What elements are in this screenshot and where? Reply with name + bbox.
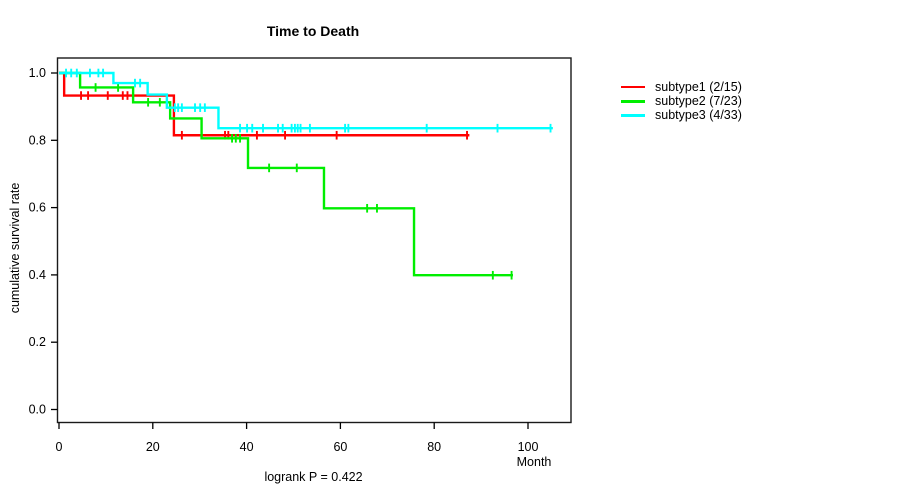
legend-line-subtype2 bbox=[621, 100, 645, 103]
legend-line-subtype1 bbox=[621, 85, 645, 89]
legend-label-subtype2: subtype2 (7/23) bbox=[655, 94, 742, 109]
legend-item-subtype3: subtype3 (4/33) bbox=[621, 108, 742, 122]
x-tick-label: 100 bbox=[518, 440, 539, 454]
y-tick-label: 1.0 bbox=[29, 66, 46, 80]
legend-item-subtype1: subtype1 (2/15) bbox=[621, 80, 742, 94]
legend: subtype1 (2/15) subtype2 (7/23) subtype3… bbox=[621, 80, 742, 123]
y-tick-label: 0.4 bbox=[29, 268, 46, 282]
x-tick-label: 0 bbox=[56, 440, 63, 454]
curve-subtype2 bbox=[59, 71, 513, 277]
y-tick-label: 0.0 bbox=[29, 403, 46, 417]
x-axis-label: Month bbox=[516, 455, 552, 469]
plot-box bbox=[56, 57, 572, 424]
legend-line-subtype3 bbox=[621, 114, 645, 117]
x-tick-label: 40 bbox=[240, 440, 254, 454]
x-tick-label: 80 bbox=[427, 440, 441, 454]
legend-label-subtype1: subtype1 (2/15) bbox=[655, 80, 742, 94]
curve-subtype3 bbox=[59, 71, 553, 130]
y-tick-label: 0.6 bbox=[29, 201, 46, 215]
legend-item-subtype2: subtype2 (7/23) bbox=[621, 94, 742, 108]
y-axis-label: cumulative survival rate bbox=[8, 182, 22, 314]
y-tick-label: 0.8 bbox=[29, 133, 46, 147]
logrank-annotation: logrank P = 0.422 bbox=[264, 470, 363, 484]
x-tick-label: 20 bbox=[146, 440, 160, 454]
chart-title: Time to Death bbox=[266, 23, 360, 39]
x-tick-label: 60 bbox=[333, 440, 347, 454]
y-tick-label: 0.2 bbox=[29, 335, 46, 349]
legend-label-subtype3: subtype3 (4/33) bbox=[655, 108, 742, 123]
